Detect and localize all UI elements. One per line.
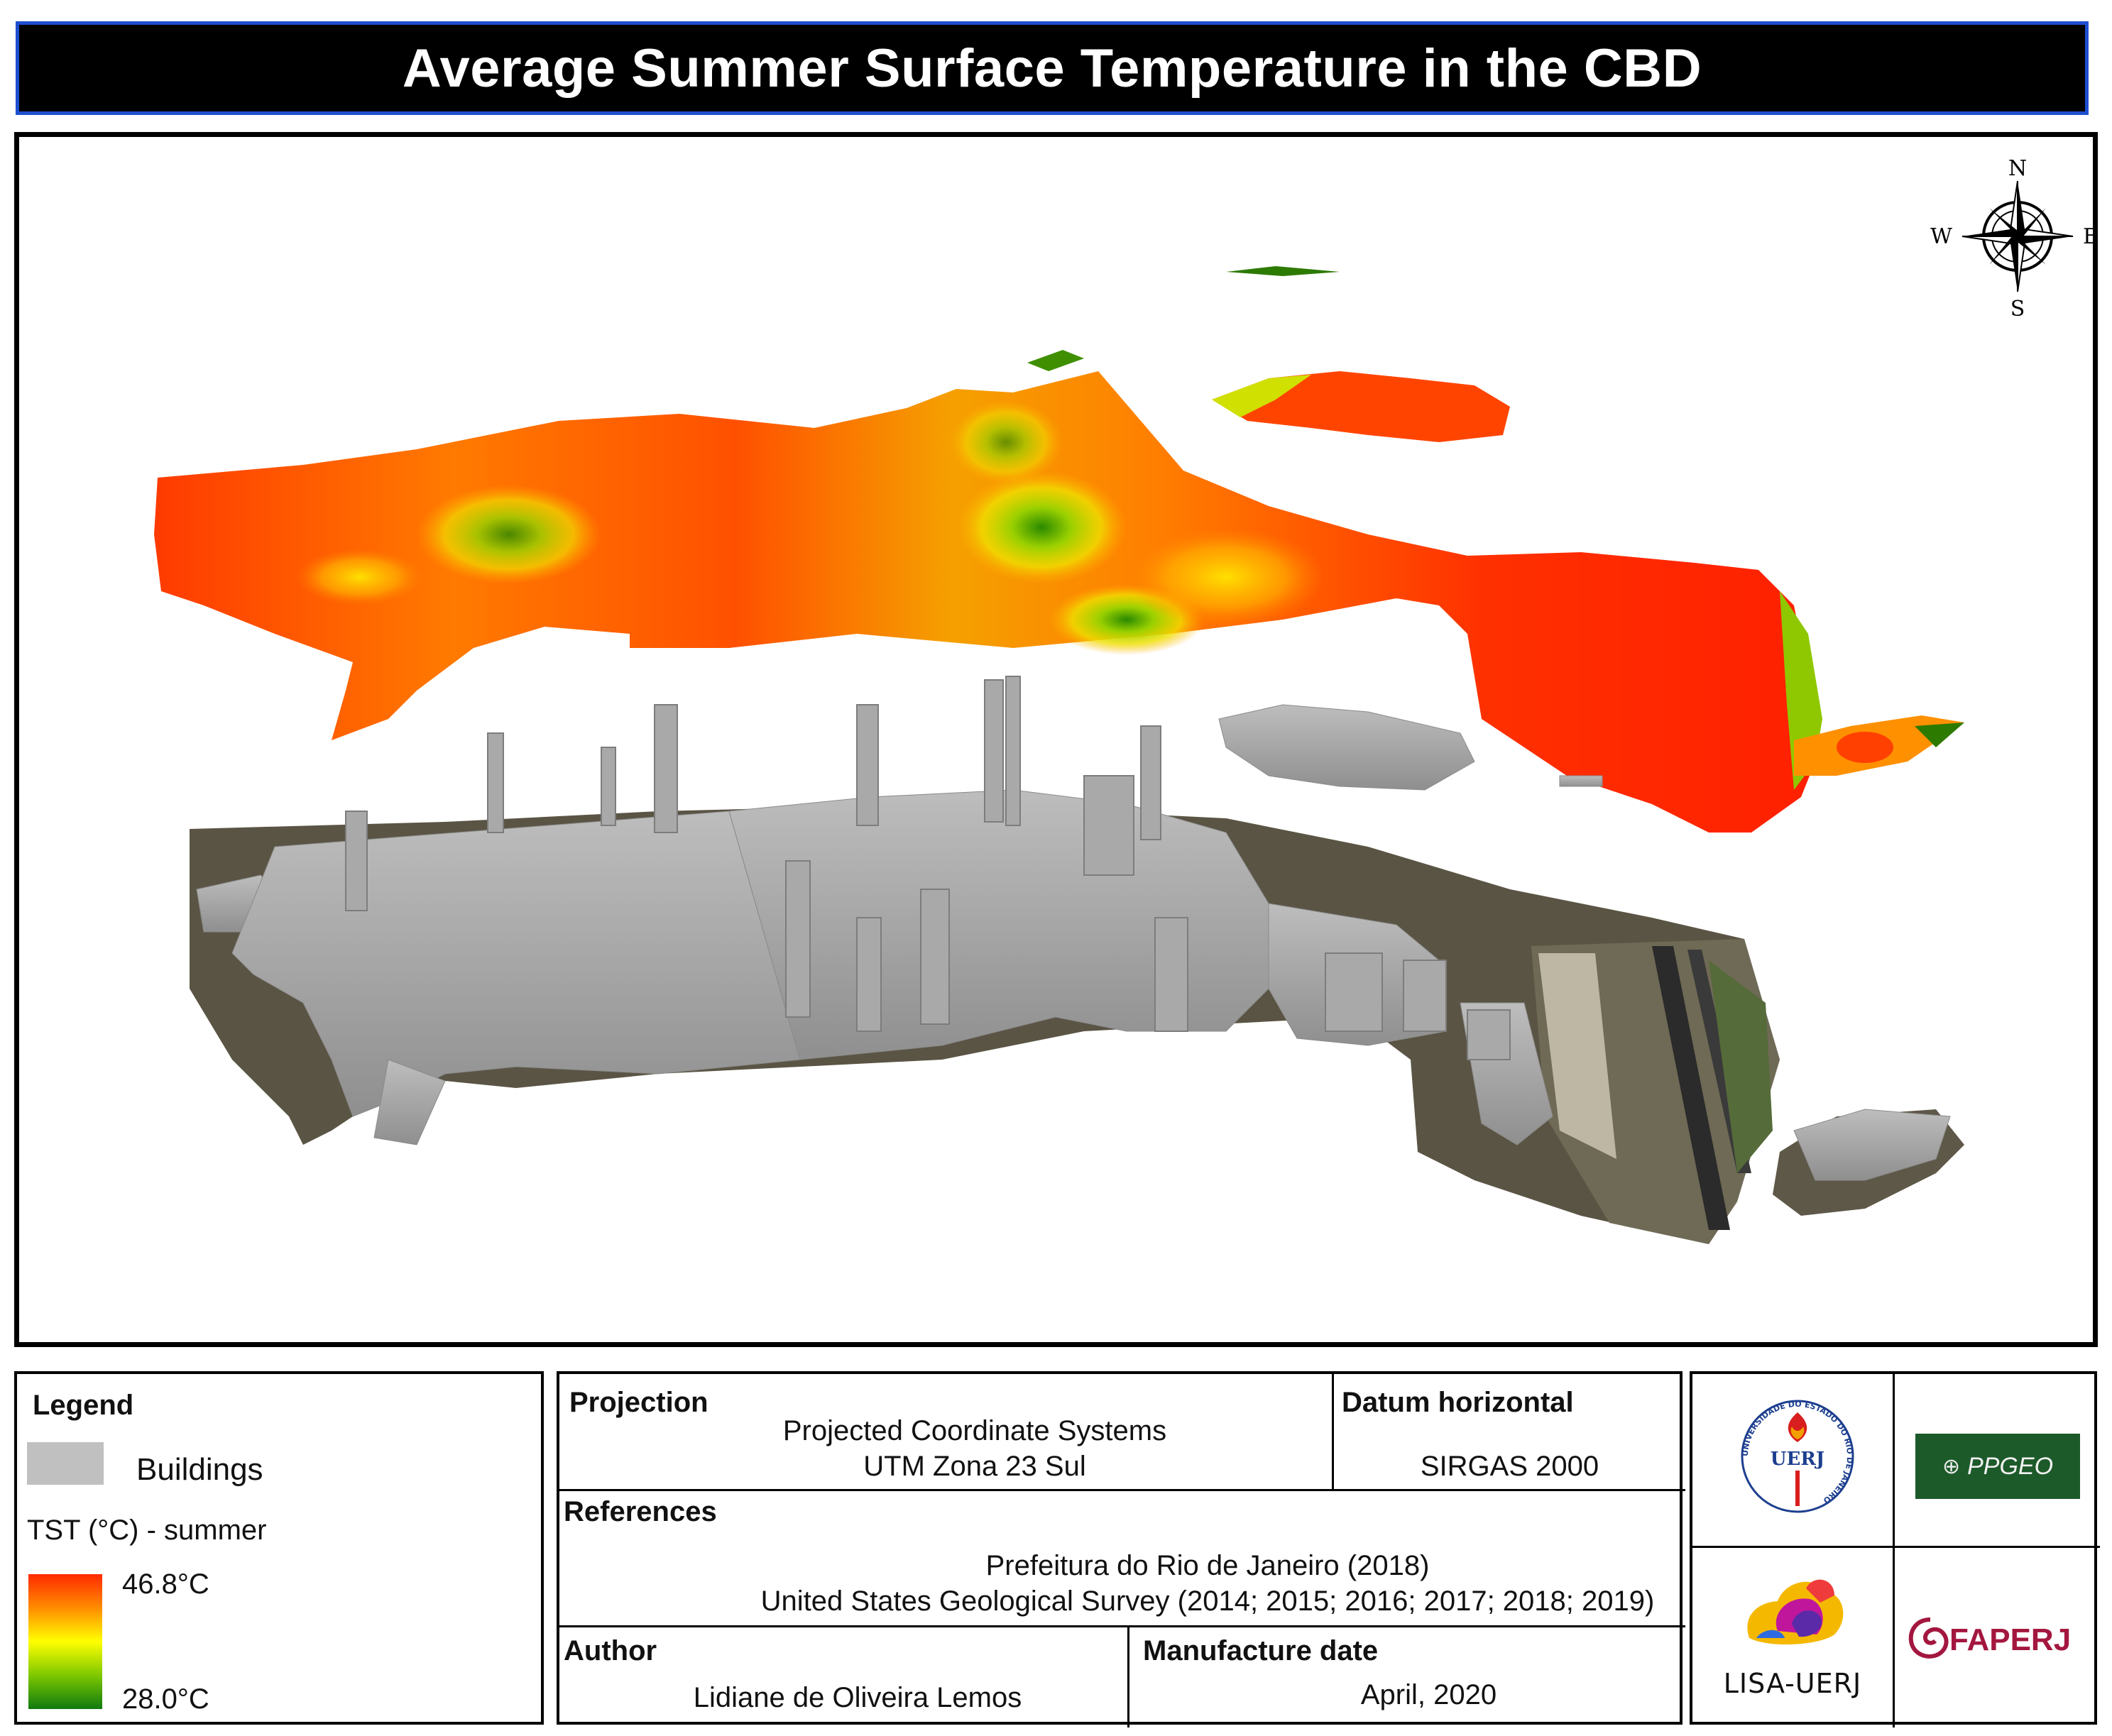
date-heading: Manufacture date — [1143, 1635, 1379, 1666]
legend-panel: Legend Buildings TST (°C) - summer 46.8°… — [14, 1371, 544, 1725]
lisa-uerj-logo — [1747, 1579, 1844, 1645]
ramp-min-label: 28.0°C — [122, 1683, 209, 1715]
references-heading: References — [564, 1496, 717, 1527]
reference-2: United States Geological Survey (2014; 2… — [760, 1586, 1655, 1617]
ppgeo-text: PPGEO — [1967, 1452, 2054, 1480]
projection-line-2: UTM Zona 23 Sul — [863, 1451, 1086, 1482]
buildings-label: Buildings — [136, 1452, 263, 1487]
temperature-ramp — [28, 1574, 102, 1709]
faperj-swirl-icon — [1908, 1617, 1949, 1659]
ramp-max-label: 46.8°C — [122, 1569, 209, 1600]
compass-s: S — [2010, 297, 2025, 322]
uerj-seal-logo: UERJ UNIVERSIDADE DO ESTADO DO RIO DE JA… — [1741, 1400, 1854, 1513]
projection-heading: Projection — [569, 1387, 708, 1418]
divider — [1332, 1374, 1334, 1489]
divider — [559, 1489, 1685, 1491]
tst-label: TST (°C) - summer — [27, 1515, 267, 1546]
divider — [1127, 1625, 1129, 1727]
datum-heading: Datum horizontal — [1342, 1387, 1574, 1418]
map-canvas: N S E W — [154, 156, 2093, 1244]
author-value: Lidiane de Oliveira Lemos — [693, 1682, 1022, 1713]
divider — [1692, 1546, 2100, 1548]
buildings-swatch — [27, 1442, 104, 1485]
info-panel: Projection Projected Coordinate Systems … — [557, 1371, 1685, 1727]
compass-e: E — [2083, 224, 2093, 249]
map-title-bar: Average Summer Surface Temperature in th… — [16, 21, 2089, 115]
divider — [1893, 1374, 1895, 1727]
globe-icon: ⊕ — [1942, 1454, 1961, 1478]
compass-w: W — [1930, 224, 1952, 249]
tower-buildings — [345, 676, 1511, 1060]
faperj-text: FAPERJ — [1949, 1622, 2072, 1657]
date-value: April, 2020 — [1360, 1679, 1497, 1710]
datum-value: SIRGAS 2000 — [1420, 1451, 1599, 1482]
author-heading: Author — [564, 1635, 657, 1666]
projection-line-1: Projected Coordinate Systems — [782, 1415, 1167, 1446]
temperature-surface — [154, 266, 1964, 833]
reference-1: Prefeitura do Rio de Janeiro (2018) — [985, 1550, 1430, 1581]
uerj-seal-text: UERJ — [1771, 1449, 1824, 1470]
map-title: Average Summer Surface Temperature in th… — [402, 38, 1702, 99]
map-frame: N S E W — [14, 132, 2098, 1347]
lisa-uerj-text: LISA-UERJ — [1723, 1668, 1862, 1699]
logo-panel: UERJ UNIVERSIDADE DO ESTADO DO RIO DE JA… — [1690, 1371, 2100, 1727]
divider — [559, 1625, 1685, 1627]
compass-rose: N S E W — [1930, 156, 2093, 322]
legend-heading: Legend — [33, 1390, 134, 1421]
ppgeo-logo: ⊕ PPGEO — [1915, 1434, 2080, 1499]
compass-n: N — [2008, 156, 2027, 181]
